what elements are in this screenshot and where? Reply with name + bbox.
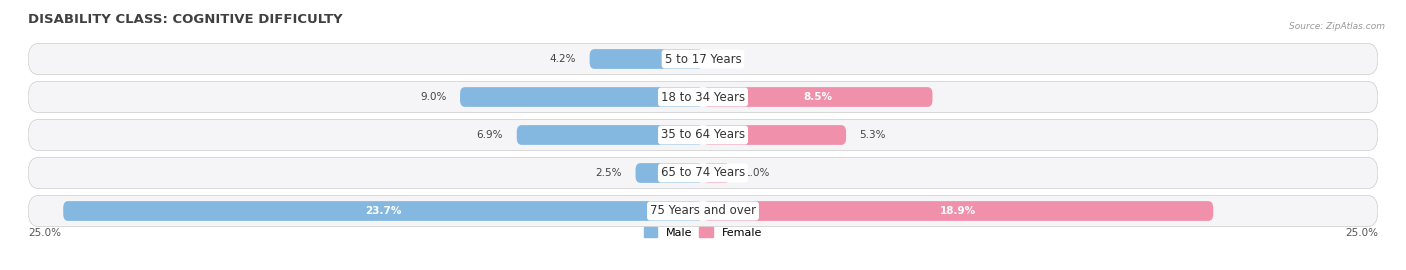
Text: 23.7%: 23.7% (366, 206, 401, 216)
Text: 2.5%: 2.5% (596, 168, 621, 178)
Text: 75 Years and over: 75 Years and over (650, 204, 756, 218)
Text: 8.5%: 8.5% (803, 92, 832, 102)
FancyBboxPatch shape (703, 163, 730, 183)
Text: 25.0%: 25.0% (28, 228, 60, 238)
Text: 65 to 74 Years: 65 to 74 Years (661, 167, 745, 180)
FancyBboxPatch shape (636, 163, 703, 183)
Text: 5 to 17 Years: 5 to 17 Years (665, 52, 741, 66)
FancyBboxPatch shape (28, 157, 1378, 188)
FancyBboxPatch shape (28, 43, 1378, 75)
Text: 18 to 34 Years: 18 to 34 Years (661, 90, 745, 103)
FancyBboxPatch shape (460, 87, 703, 107)
Text: 9.0%: 9.0% (420, 92, 447, 102)
FancyBboxPatch shape (28, 82, 1378, 113)
Text: 25.0%: 25.0% (1346, 228, 1378, 238)
Text: DISABILITY CLASS: COGNITIVE DIFFICULTY: DISABILITY CLASS: COGNITIVE DIFFICULTY (28, 13, 343, 26)
Text: Source: ZipAtlas.com: Source: ZipAtlas.com (1289, 22, 1385, 31)
FancyBboxPatch shape (28, 195, 1378, 227)
Text: 4.2%: 4.2% (550, 54, 576, 64)
FancyBboxPatch shape (703, 125, 846, 145)
FancyBboxPatch shape (63, 201, 703, 221)
Legend: Male, Female: Male, Female (640, 223, 766, 242)
Text: 18.9%: 18.9% (941, 206, 976, 216)
FancyBboxPatch shape (589, 49, 703, 69)
FancyBboxPatch shape (703, 201, 1213, 221)
Text: 1.0%: 1.0% (744, 168, 770, 178)
Text: 0.0%: 0.0% (717, 54, 742, 64)
Text: 35 to 64 Years: 35 to 64 Years (661, 129, 745, 141)
FancyBboxPatch shape (517, 125, 703, 145)
Text: 5.3%: 5.3% (859, 130, 886, 140)
FancyBboxPatch shape (28, 119, 1378, 151)
Text: 6.9%: 6.9% (477, 130, 503, 140)
FancyBboxPatch shape (703, 87, 932, 107)
